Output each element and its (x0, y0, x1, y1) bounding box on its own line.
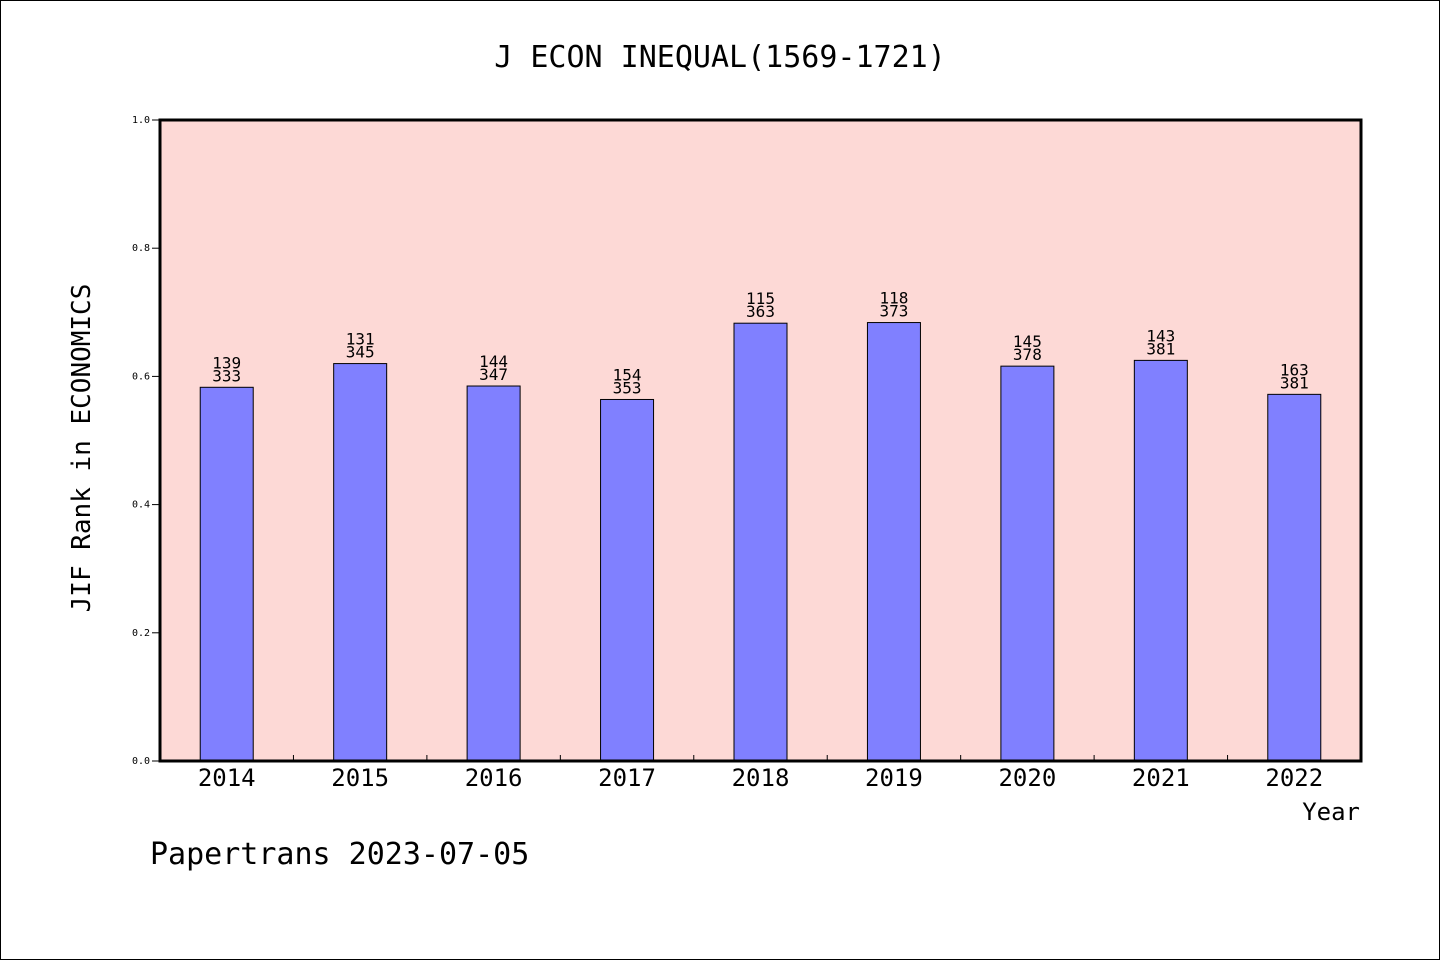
footer-watermark: Papertrans 2023-07-05 (150, 837, 529, 872)
bar (733, 322, 788, 762)
y-tick-label: 1.0 (132, 115, 150, 126)
bar-total-label: 347 (479, 365, 508, 384)
bar (1267, 393, 1322, 762)
x-tick-label: 2015 (331, 764, 389, 792)
bar (1000, 365, 1055, 762)
bar-rank-label: 154 (613, 365, 642, 384)
bar-rank-label: 143 (1146, 326, 1175, 345)
bar (1133, 359, 1188, 762)
bar-rank-label: 163 (1280, 360, 1309, 379)
bar-total-label: 353 (613, 378, 642, 397)
bar (600, 398, 655, 762)
bar-rank-label: 144 (479, 352, 508, 371)
y-axis-label: JIF Rank in ECONOMICS (67, 284, 97, 613)
bar (333, 363, 388, 762)
x-tick-label: 2019 (865, 764, 923, 792)
y-tick-label: 0.8 (132, 243, 150, 254)
x-tick-label: 2014 (198, 764, 256, 792)
bar (466, 385, 521, 762)
bar-rank-label: 115 (746, 289, 775, 308)
x-tick-label: 2020 (998, 764, 1056, 792)
plot-border (158, 118, 1363, 763)
bar-total-label: 373 (879, 302, 908, 321)
bar-total-label: 378 (1013, 345, 1042, 364)
x-tick-label: 2022 (1265, 764, 1323, 792)
y-tick-label: 0.6 (132, 371, 150, 382)
x-tick-label: 2017 (598, 764, 656, 792)
y-axis: 0.0 0.2 0.4 0.6 0.8 1.0 (132, 115, 160, 767)
bar-total-label: 363 (746, 302, 775, 321)
y-tick-label: 0.2 (132, 628, 150, 639)
bar-rank-label: 118 (879, 289, 908, 308)
bar-rank-label: 139 (212, 353, 241, 372)
y-tick-label: 0.4 (132, 500, 150, 511)
x-axis: 2014 2015 2016 2017 2018 2019 2020 2021 2022 (198, 755, 1323, 792)
x-tick-label: 2021 (1132, 764, 1190, 792)
bar-total-label: 333 (212, 366, 241, 385)
bar-total-label: 345 (346, 343, 375, 362)
bar-rank-label: 145 (1013, 332, 1042, 351)
x-tick-label: 2018 (732, 764, 790, 792)
bar (866, 322, 921, 762)
x-axis-label: Year (1302, 798, 1360, 826)
y-tick-label: 0.0 (132, 756, 150, 767)
bar-total-label: 381 (1146, 339, 1175, 358)
x-tick-label: 2016 (465, 764, 523, 792)
chart-title: J ECON INEQUAL(1569-1721) (494, 40, 946, 75)
bar-total-label: 381 (1280, 373, 1309, 392)
bar (199, 386, 254, 762)
bar-rank-label: 131 (346, 330, 375, 349)
